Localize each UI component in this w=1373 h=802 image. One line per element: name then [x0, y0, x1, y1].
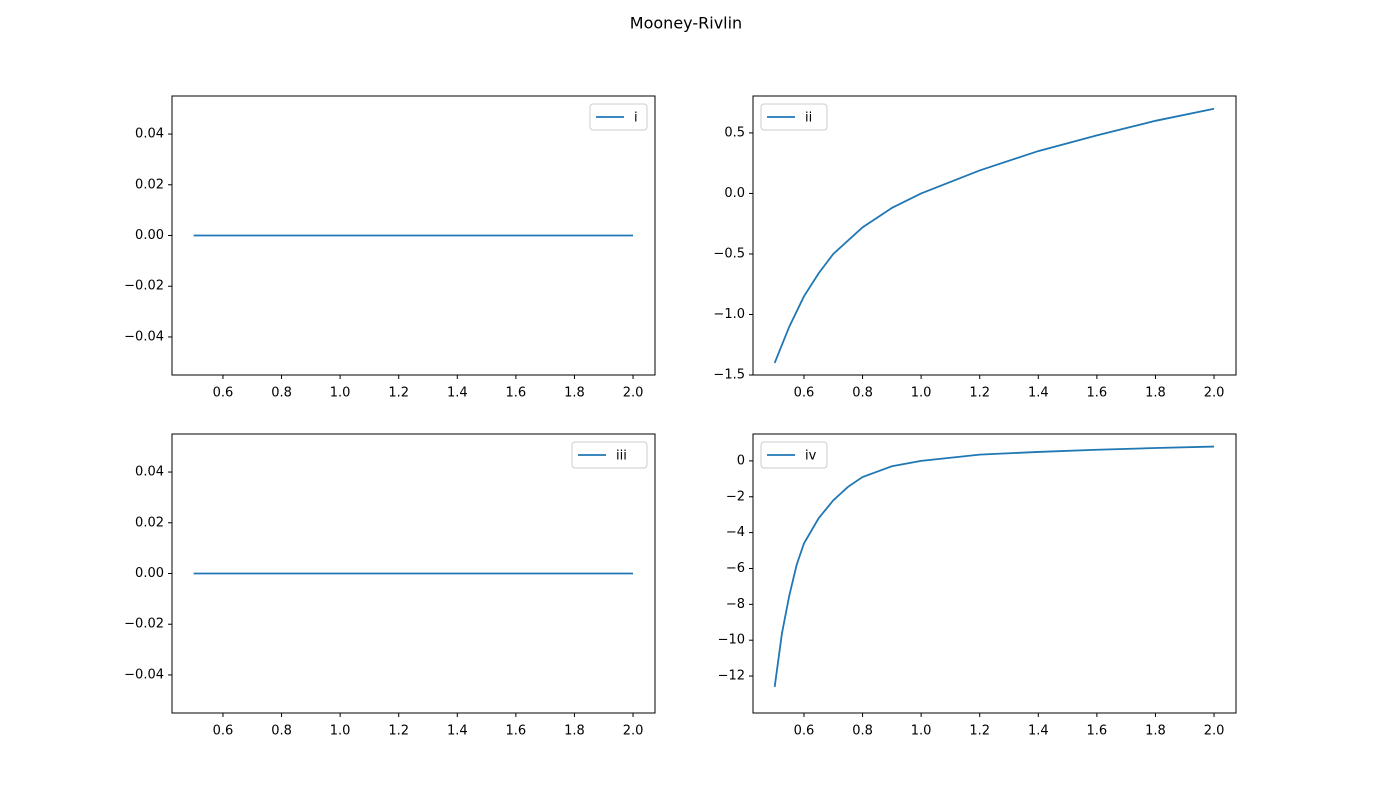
x-tick-label: 1.8	[564, 386, 585, 401]
x-tick-label: 1.4	[1028, 724, 1049, 739]
axes-frame	[171, 433, 656, 714]
y-tick-label: −1.5	[713, 368, 745, 383]
x-tick-label: 0.8	[271, 386, 292, 401]
x-tick-label: 1.4	[1028, 386, 1049, 401]
legend-label: i	[634, 111, 638, 126]
x-tick-label: 2.0	[623, 724, 644, 739]
x-tick-label: 1.0	[911, 386, 932, 401]
x-tick-label: 1.0	[330, 386, 351, 401]
x-tick-label: 0.6	[794, 386, 815, 401]
x-tick-label: 1.2	[388, 386, 409, 401]
y-tick-label: 0.00	[135, 228, 164, 243]
y-tick-label: 0	[737, 453, 745, 468]
legend-label: iv	[805, 449, 817, 464]
figure-title: Mooney-Rivlin	[630, 14, 742, 33]
x-tick-label: 1.4	[447, 724, 468, 739]
y-tick-label: −8	[726, 597, 745, 612]
x-tick-label: 1.8	[1145, 386, 1166, 401]
y-tick-label: 0.04	[135, 465, 164, 480]
x-tick-label: 0.8	[852, 386, 873, 401]
x-tick-label: 1.2	[388, 724, 409, 739]
y-tick-label: 0.5	[724, 125, 745, 140]
x-tick-label: 1.0	[911, 724, 932, 739]
x-tick-label: 1.0	[330, 724, 351, 739]
y-tick-label: −0.5	[713, 246, 745, 261]
y-tick-label: −0.02	[124, 617, 164, 632]
x-tick-label: 0.8	[852, 724, 873, 739]
line	[773, 445, 1215, 687]
y-tick-label: −0.04	[124, 667, 164, 682]
y-tick-label: −0.04	[124, 329, 164, 344]
x-tick-label: 0.8	[271, 724, 292, 739]
x-tick-label: 0.6	[213, 386, 234, 401]
x-tick-label: 0.6	[213, 724, 234, 739]
axes-frame	[752, 433, 1237, 714]
y-tick-label: −1.0	[713, 307, 745, 322]
x-tick-label: 0.6	[794, 724, 815, 739]
x-tick-label: 1.6	[1087, 386, 1108, 401]
x-tick-label: 2.0	[1204, 724, 1225, 739]
y-tick-label: 0.04	[135, 127, 164, 142]
y-tick-label: −10	[718, 633, 745, 648]
x-tick-label: 1.4	[447, 386, 468, 401]
x-tick-label: 1.6	[1087, 724, 1108, 739]
y-tick-label: 0.02	[135, 515, 164, 530]
y-tick-label: 0.02	[135, 177, 164, 192]
y-tick-label: 0.00	[135, 566, 164, 581]
y-tick-label: −12	[718, 669, 745, 684]
axes-frame	[171, 95, 656, 376]
x-tick-label: 1.8	[564, 724, 585, 739]
y-tick-label: −6	[726, 561, 745, 576]
x-tick-label: 2.0	[623, 386, 644, 401]
axes-frame	[752, 95, 1237, 376]
y-tick-label: −0.02	[124, 279, 164, 294]
x-tick-label: 1.6	[506, 386, 527, 401]
legend-label: iii	[616, 449, 627, 464]
x-tick-label: 2.0	[1204, 386, 1225, 401]
x-tick-label: 1.2	[969, 386, 990, 401]
x-tick-label: 1.8	[1145, 724, 1166, 739]
y-tick-label: −4	[726, 525, 745, 540]
line	[773, 107, 1215, 364]
x-tick-label: 1.2	[969, 724, 990, 739]
legend-box	[571, 441, 648, 469]
y-tick-label: −2	[726, 489, 745, 504]
x-tick-label: 1.6	[506, 724, 527, 739]
legend-label: ii	[805, 111, 812, 126]
y-tick-label: 0.0	[724, 186, 745, 201]
